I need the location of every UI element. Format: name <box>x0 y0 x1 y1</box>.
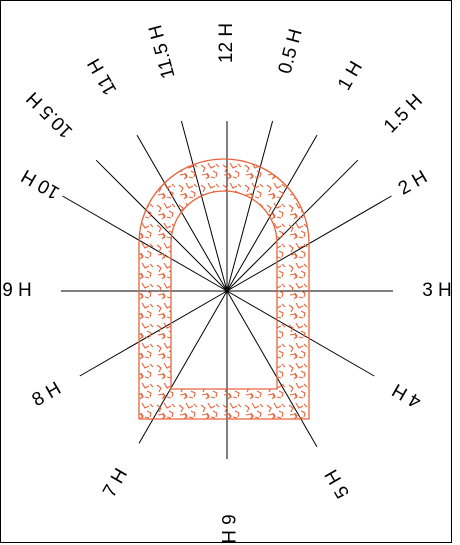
clock-position-diagram: 12 H 0.5 H 1 H 1.5 H 2 H 3 H 4 H 5 H 6 H 7 H 8 H 9 … <box>0 0 452 543</box>
label-0-5h: 0.5 H <box>275 27 307 76</box>
diagram-svg: 12 H 0.5 H 1 H 1.5 H 2 H 3 H 4 H 5 H 6 H 7 H 8 H 9 … <box>2 23 452 543</box>
tunnel-lining <box>138 158 310 420</box>
label-2h: 2 H <box>395 167 431 200</box>
label-11h: 11 H <box>84 54 122 98</box>
ray-11h <box>136 134 228 292</box>
ray-0-5h <box>226 120 274 292</box>
label-5h: 5 H <box>321 465 354 501</box>
label-10h: 10 H <box>18 165 63 203</box>
label-8h: 8 H <box>29 378 65 411</box>
label-7h: 7 H <box>99 465 132 501</box>
label-11-5h: 11.5 H <box>145 23 179 81</box>
label-3h: 3 H <box>422 280 452 301</box>
label-6h: 6 H <box>217 514 238 543</box>
label-10-5h: 10.5 H <box>23 87 77 141</box>
label-12h: 12 H <box>216 23 237 63</box>
label-4h: 4 H <box>389 379 425 412</box>
ray-5h <box>226 290 318 448</box>
label-1-5h: 1.5 H <box>380 90 427 137</box>
label-1h: 1 H <box>334 58 367 94</box>
ray-11-5h <box>180 120 228 292</box>
label-9h: 9 H <box>2 280 32 301</box>
